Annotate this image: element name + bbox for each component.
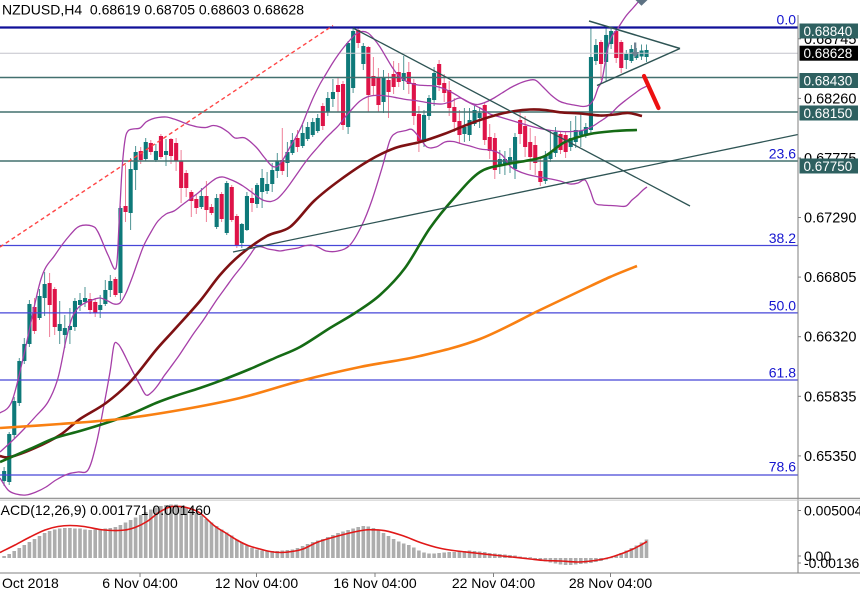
svg-text:12 Nov 04:00: 12 Nov 04:00 (215, 575, 298, 591)
svg-text:6 Nov 04:00: 6 Nov 04:00 (102, 575, 178, 591)
svg-text:16 Nov 04:00: 16 Nov 04:00 (333, 575, 416, 591)
svg-text:0.00: 0.00 (804, 548, 831, 564)
svg-text:61.8: 61.8 (769, 365, 796, 381)
svg-text:0.005004: 0.005004 (804, 503, 860, 519)
svg-text:78.6: 78.6 (769, 459, 796, 475)
svg-text:0.67750: 0.67750 (804, 159, 853, 174)
svg-text:0.66805: 0.66805 (804, 270, 856, 286)
svg-text:NZDUSD,H4 0.68619 0.68705 0.6: NZDUSD,H4 0.68619 0.68705 0.68603 0.6862… (2, 2, 304, 18)
svg-text:22 Nov 04:00: 22 Nov 04:00 (452, 575, 535, 591)
svg-text:MACD(12,26,9) 0.001771 0.00146: MACD(12,26,9) 0.001771 0.001460 (0, 502, 211, 518)
svg-text:0.68150: 0.68150 (804, 106, 853, 121)
svg-text:0.65350: 0.65350 (804, 449, 856, 465)
svg-text:0.68628: 0.68628 (804, 46, 853, 61)
svg-text:0.67290: 0.67290 (804, 211, 856, 227)
svg-text:28 Nov 04:00: 28 Nov 04:00 (569, 575, 652, 591)
svg-text:0.68840: 0.68840 (804, 24, 853, 39)
svg-text:38.2: 38.2 (769, 230, 796, 246)
svg-text:0.68260: 0.68260 (804, 91, 856, 107)
svg-text:-0.00136: -0.00136 (804, 555, 859, 571)
svg-text:0.68430: 0.68430 (804, 74, 853, 89)
svg-text:0.66320: 0.66320 (804, 330, 856, 346)
svg-text:Oct 2018: Oct 2018 (2, 575, 59, 591)
svg-text:0.65835: 0.65835 (804, 389, 856, 405)
svg-text:50.0: 50.0 (769, 298, 796, 314)
svg-text:0.0: 0.0 (777, 12, 797, 28)
svg-text:23.6: 23.6 (769, 146, 796, 162)
